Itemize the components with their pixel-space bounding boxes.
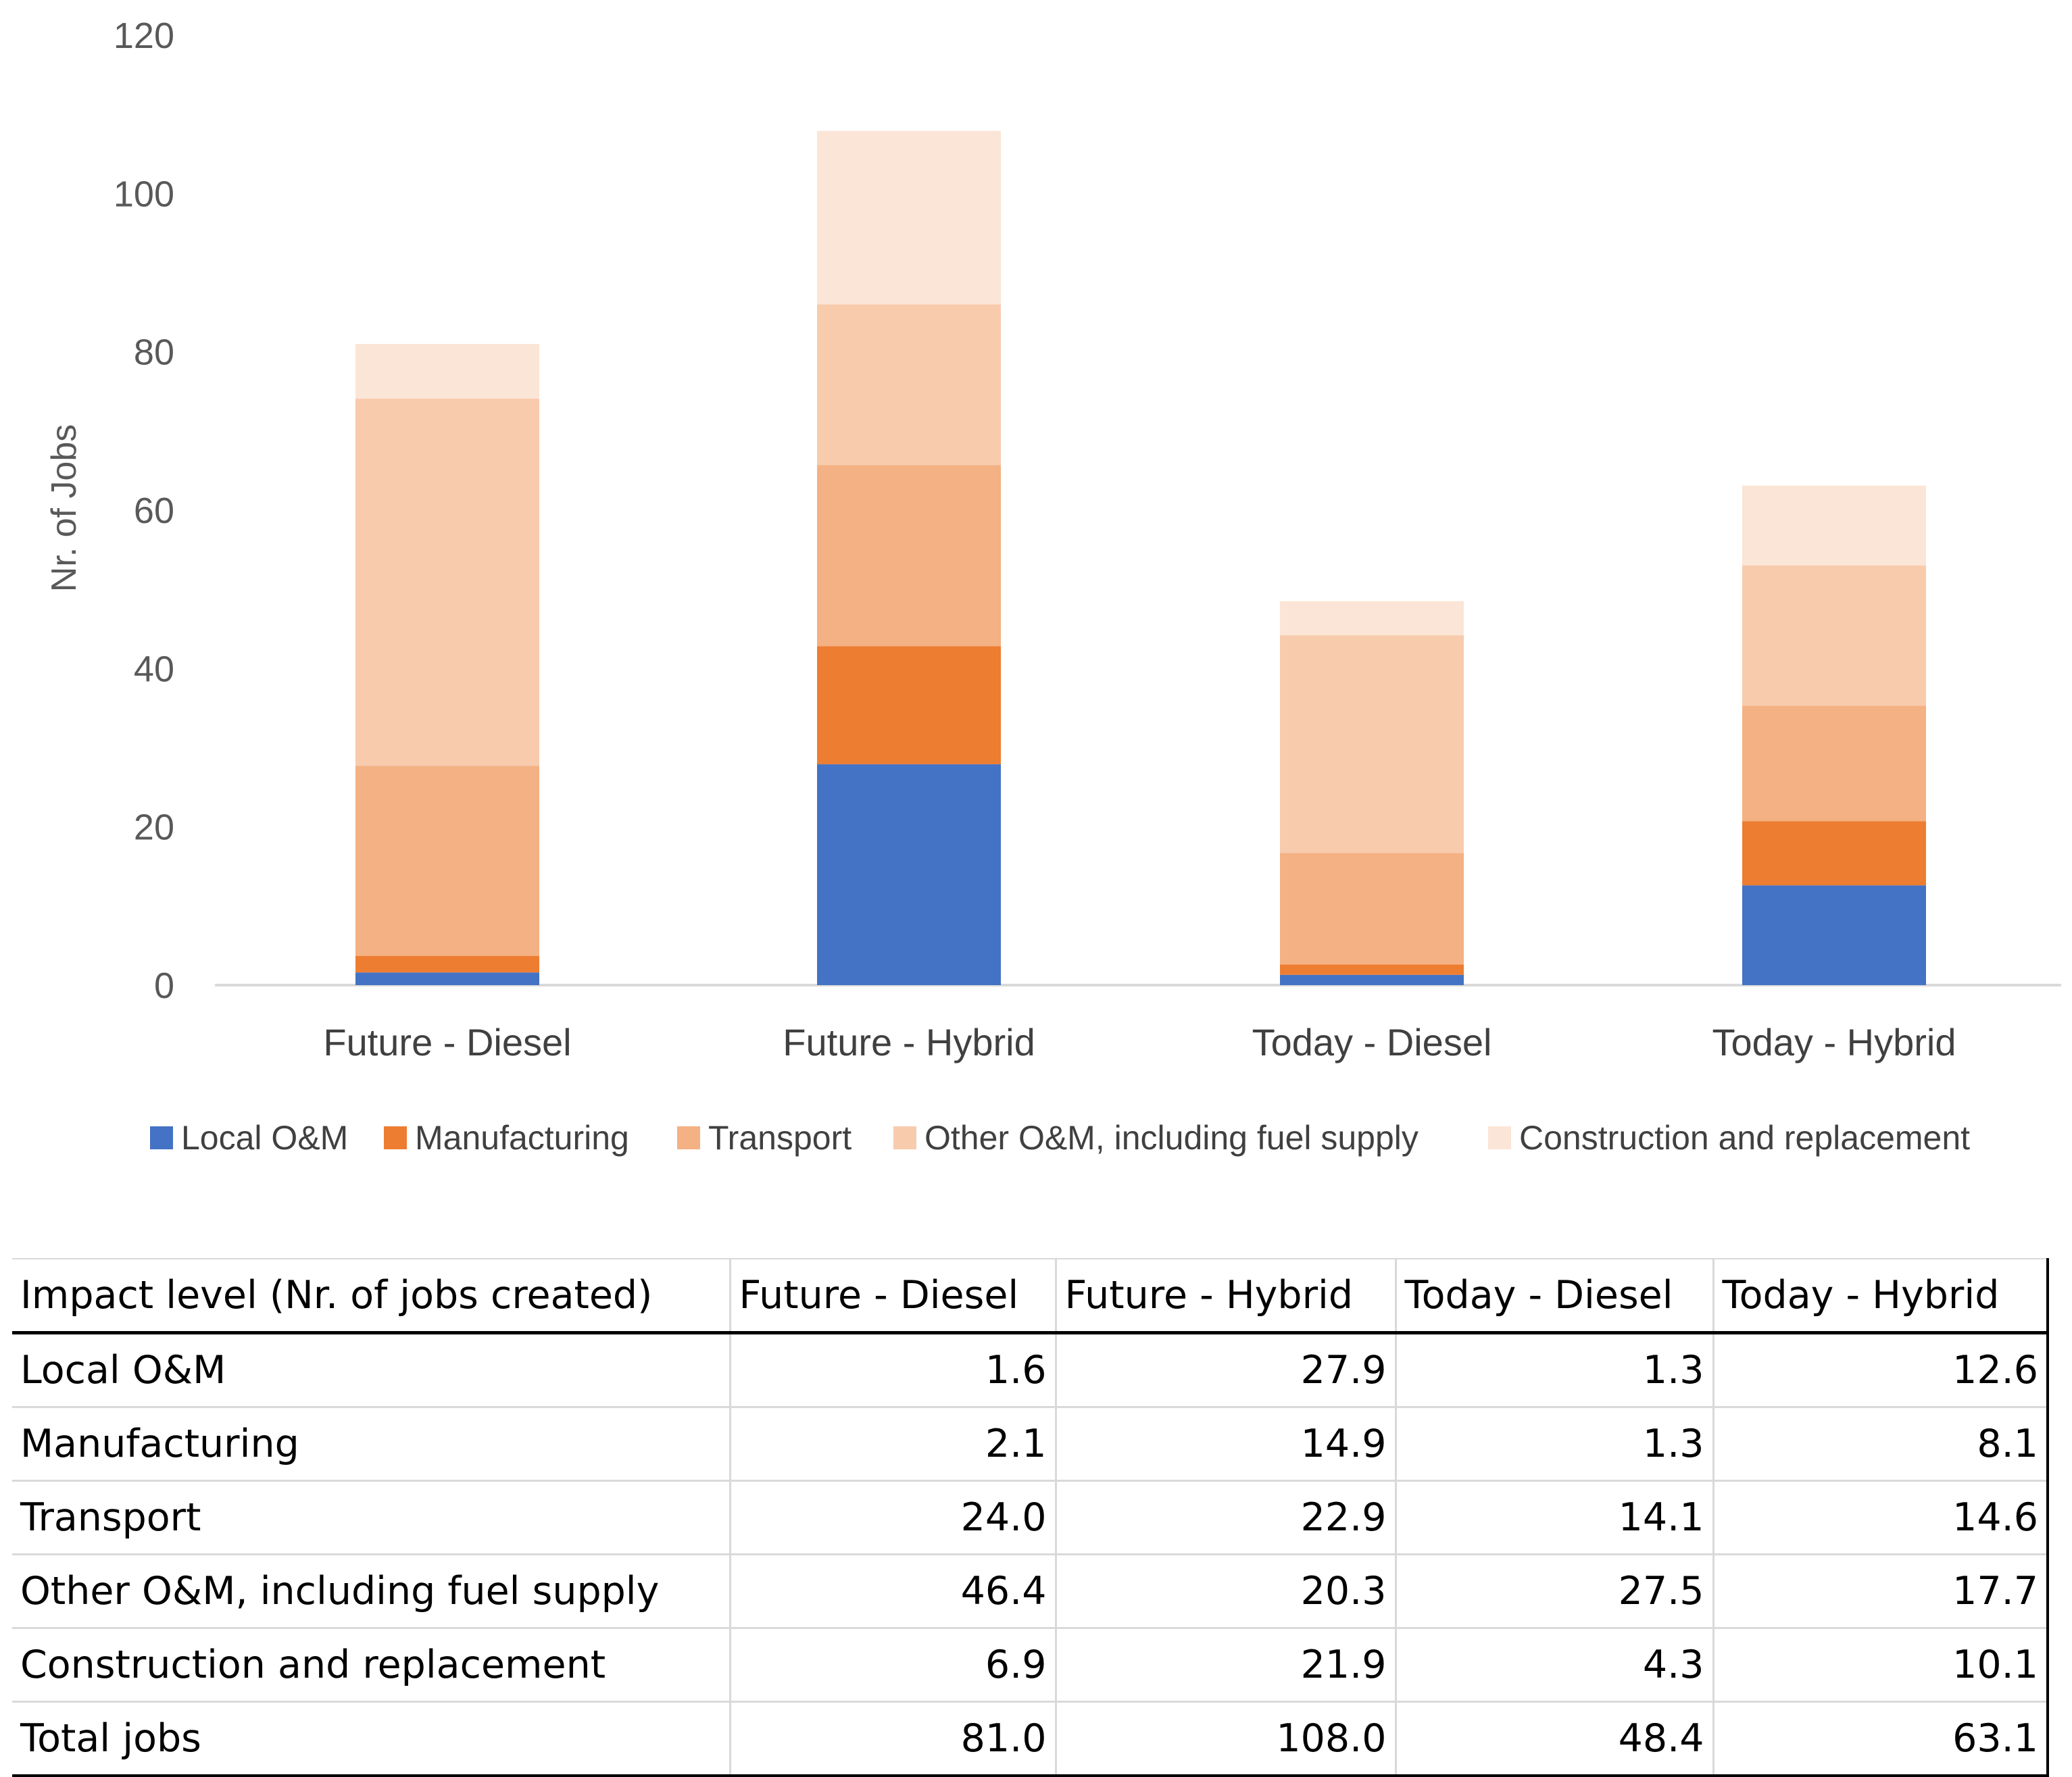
table-cell: 63.1	[1712, 1701, 2049, 1777]
legend-swatch	[150, 1126, 173, 1149]
stacked-bar-chart: Nr. of Jobs 0 20 40 60 80 100 120 Future - Die…	[45, 16, 2061, 1157]
bar-segment	[355, 972, 539, 985]
table-cell: 17.7	[1712, 1554, 2049, 1629]
bar-segment	[1280, 974, 1464, 985]
table-row: Local O&M 1.6 27.9 1.3 12.6	[12, 1332, 2049, 1408]
table-header-cell: Today - Diesel	[1394, 1258, 1715, 1334]
bar-series-group	[355, 130, 1926, 985]
bar-segment	[1742, 705, 1926, 822]
table-cell: 14.1	[1394, 1480, 1715, 1555]
table-cell: 1.6	[729, 1332, 1057, 1408]
table-cell: 1.3	[1394, 1407, 1715, 1482]
table-cell: 8.1	[1712, 1407, 2049, 1482]
bar-segment	[817, 130, 1001, 305]
table-row-label: Total jobs	[12, 1701, 731, 1777]
table-header-cell: Impact level (Nr. of jobs created)	[12, 1258, 731, 1334]
table-row: Manufacturing 2.1 14.9 1.3 8.1	[12, 1407, 2049, 1482]
table-cell: 48.4	[1394, 1701, 1715, 1777]
legend-swatch	[1488, 1126, 1511, 1149]
y-tick-label: 60	[134, 491, 174, 531]
table-header-cell: Future - Diesel	[729, 1258, 1057, 1334]
bar-segment	[1280, 853, 1464, 965]
table-cell: 24.0	[729, 1480, 1057, 1555]
table-row-label: Other O&M, including fuel supply	[12, 1554, 731, 1629]
table-cell: 1.3	[1394, 1332, 1715, 1408]
table-row: Other O&M, including fuel supply 46.4 20.3…	[12, 1554, 2049, 1629]
table-row-label: Manufacturing	[12, 1407, 731, 1482]
legend-label: Local O&M	[181, 1119, 348, 1157]
table-cell: 21.9	[1054, 1628, 1397, 1703]
legend-label: Other O&M, including fuel supply	[924, 1119, 1419, 1157]
y-tick-label: 20	[134, 807, 174, 848]
bar-segment	[355, 955, 539, 973]
x-category-label: Future - Hybrid	[783, 1021, 1035, 1063]
bar-segment	[1280, 635, 1464, 853]
bar-segment	[1280, 964, 1464, 975]
bar-segment	[1742, 485, 1926, 566]
legend-swatch	[893, 1126, 916, 1149]
bar-segment	[1742, 885, 1926, 985]
table-cell: 12.6	[1712, 1332, 2049, 1408]
table-cell: 20.3	[1054, 1554, 1397, 1629]
table-header-cell: Future - Hybrid	[1054, 1258, 1397, 1334]
y-tick-label: 40	[134, 649, 174, 689]
y-tick-label: 120	[114, 16, 174, 56]
bar-segment	[355, 343, 539, 399]
x-category-label: Future - Diesel	[323, 1021, 571, 1063]
table-row: Transport 24.0 22.9 14.1 14.6	[12, 1480, 2049, 1555]
x-category-label: Today - Hybrid	[1712, 1021, 1956, 1063]
x-category-label: Today - Diesel	[1252, 1021, 1492, 1063]
data-table-container: Impact level (Nr. of jobs created) Futur…	[12, 1258, 2049, 1777]
y-tick-label: 0	[154, 966, 174, 1006]
table-cell: 4.3	[1394, 1628, 1715, 1703]
table-cell: 2.1	[729, 1407, 1057, 1482]
bar-segment	[817, 304, 1001, 466]
table-cell: 14.9	[1054, 1407, 1397, 1482]
table-cell: 22.9	[1054, 1480, 1397, 1555]
data-table: Impact level (Nr. of jobs created) Futur…	[12, 1258, 2049, 1777]
legend: Local O&M Manufacturing Transport Other O&M…	[150, 1119, 1970, 1157]
table-cell: 27.5	[1394, 1554, 1715, 1629]
y-tick-label: 100	[114, 174, 174, 214]
table-row-label: Transport	[12, 1480, 731, 1555]
bar-segment	[817, 764, 1001, 985]
bar-segment	[355, 398, 539, 766]
table-cell: 14.6	[1712, 1480, 2049, 1555]
y-axis-title: Nr. of Jobs	[45, 424, 84, 593]
legend-label: Transport	[708, 1119, 852, 1157]
legend-label: Construction and replacement	[1519, 1119, 1970, 1157]
table-cell: 27.9	[1054, 1332, 1397, 1408]
table-header-cell: Today - Hybrid	[1712, 1258, 2049, 1334]
table-row: Construction and replacement 6.9 21.9 4.3 10…	[12, 1628, 2049, 1703]
table-cell: 81.0	[729, 1701, 1057, 1777]
table-cell: 10.1	[1712, 1628, 2049, 1703]
legend-swatch	[384, 1126, 407, 1149]
bar-segment	[817, 646, 1001, 765]
table-header-row: Impact level (Nr. of jobs created) Futur…	[12, 1258, 2049, 1334]
table-row: Total jobs 81.0 108.0 48.4 63.1	[12, 1701, 2049, 1777]
y-tick-label: 80	[134, 332, 174, 373]
bar-segment	[355, 766, 539, 956]
bar-segment	[1280, 601, 1464, 636]
table-cell: 6.9	[729, 1628, 1057, 1703]
bar-segment	[1742, 566, 1926, 706]
table-cell: 108.0	[1054, 1701, 1397, 1777]
table-cell: 46.4	[729, 1554, 1057, 1629]
bar-segment	[1742, 821, 1926, 886]
table-row-label: Local O&M	[12, 1332, 731, 1408]
bar-segment	[817, 465, 1001, 647]
y-axis-ticks: 0 20 40 60 80 100 120	[114, 16, 174, 1006]
legend-label: Manufacturing	[415, 1119, 629, 1157]
table-row-label: Construction and replacement	[12, 1628, 731, 1703]
x-axis-category-labels: Future - Diesel Future - Hybrid Today - Di…	[323, 1021, 1956, 1063]
legend-swatch	[677, 1126, 700, 1149]
